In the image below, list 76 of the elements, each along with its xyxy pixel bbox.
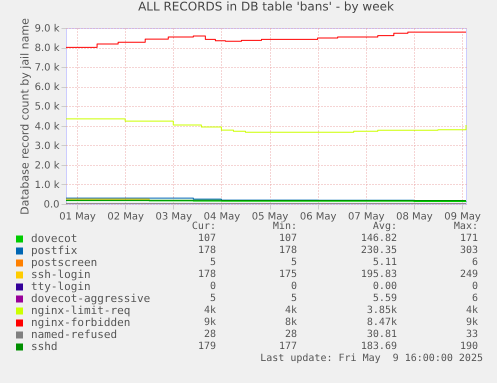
text: 0 — [472, 281, 478, 292]
text: 175 — [278, 269, 297, 280]
text: Max: — [454, 221, 478, 232]
text: 230.35 — [360, 245, 397, 257]
text: 8.47k — [366, 317, 397, 329]
legend-label: postscreen — [31, 256, 98, 269]
text: 5 — [290, 293, 297, 304]
text: 5 — [290, 257, 297, 268]
x-tick-label: 08 May — [396, 212, 433, 222]
x-tick-label: 09 May — [444, 212, 481, 222]
y-tick-label: 7.0 k — [34, 62, 60, 74]
text: 0.00 — [372, 281, 397, 293]
text: 249 — [460, 269, 478, 280]
x-tick-label: 05 May — [252, 212, 288, 222]
x-tick-label: 03 May — [155, 212, 192, 222]
text: 4k — [466, 305, 478, 316]
text: 146.82 — [360, 233, 397, 245]
legend-label: dovecot-aggressive — [31, 292, 150, 305]
text: Cur: — [192, 221, 216, 233]
y-tick-label: 6.0 k — [34, 82, 60, 94]
text: 178 — [278, 245, 297, 256]
text: 9k — [466, 317, 478, 328]
y-tick-label: 9.0 k — [34, 24, 60, 34]
y-tick-label: 2.0 k — [34, 160, 60, 172]
legend-label: sshd — [31, 340, 58, 353]
legend-label: tty-login — [31, 280, 91, 293]
text: 178 — [196, 245, 216, 257]
text: 303 — [460, 245, 478, 256]
y-tick-label: 1.0 k — [34, 180, 60, 191]
y-tick-label: 4.0 k — [34, 121, 60, 132]
legend-label: nginx-forbidden — [31, 316, 130, 329]
text: Last update: Fri May 9 16:00:00 2025 — [260, 353, 483, 365]
legend-label: postfix — [31, 244, 78, 257]
text: 28 — [202, 329, 216, 341]
text: 5 — [208, 257, 216, 269]
legend-label: nginx-limit-req — [31, 304, 130, 317]
text: 171 — [460, 233, 478, 244]
text: Avg: — [372, 221, 397, 233]
text: 5 — [210, 293, 216, 304]
x-tick-label: 06 May — [300, 212, 336, 222]
text: 28 — [284, 329, 297, 340]
text: 4k — [284, 305, 297, 316]
x-tick-label: 04 May — [204, 212, 240, 222]
text: 9k — [204, 317, 216, 328]
text: 0 — [208, 281, 216, 293]
text: 107 — [196, 233, 216, 245]
text: Min: — [272, 221, 297, 232]
text: 179 — [196, 341, 216, 353]
text: 5.59 — [372, 293, 397, 305]
y-tick-label: 8.0 k — [34, 43, 60, 54]
chart-title: ALL RECORDS in DB table 'bans' - by week — [138, 0, 394, 14]
text: 33 — [466, 329, 478, 340]
legend-label: ssh-login — [31, 268, 91, 281]
y-axis-title: Database record count by jail name — [18, 18, 32, 215]
text: 6 — [472, 293, 478, 304]
x-tick-label: 02 May — [107, 212, 144, 222]
text: 6 — [472, 257, 478, 268]
text: 177 — [278, 341, 297, 352]
text: 190 — [460, 341, 478, 352]
text: 178 — [196, 269, 216, 281]
y-tick-label: 5.0 k — [34, 102, 60, 113]
y-tick-label: 3.0 k — [34, 140, 60, 152]
x-tick-label: 07 May — [348, 212, 385, 222]
text: 8k — [284, 317, 297, 328]
text: 183.69 — [360, 341, 397, 353]
text: 0 — [290, 281, 297, 292]
text: 195.83 — [360, 269, 397, 281]
x-tick-label: 01 May — [59, 212, 96, 222]
y-tick-label: 0.0 — [44, 200, 60, 210]
text: 30.81 — [366, 329, 397, 341]
text: 4k — [204, 305, 216, 316]
legend-label: named-refused — [31, 328, 118, 341]
text: 107 — [278, 233, 297, 244]
text: 3.85k — [366, 305, 397, 317]
legend-label: dovecot — [31, 232, 78, 245]
text: 5.11 — [372, 257, 397, 269]
